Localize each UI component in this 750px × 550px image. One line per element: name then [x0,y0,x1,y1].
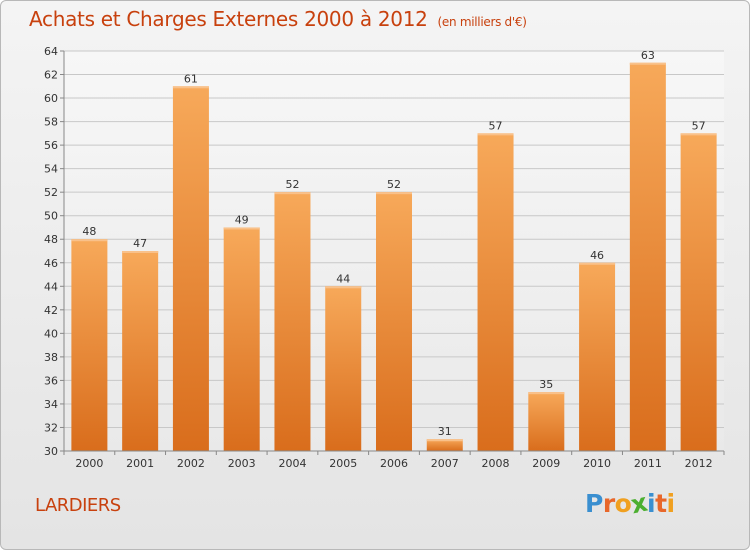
bar [172,86,209,451]
y-tick-label: 36 [44,374,58,387]
data-label: 31 [438,425,452,438]
x-tick-label: 2006 [380,457,408,470]
logo-letter: r [602,489,615,518]
data-label: 49 [235,213,249,226]
bar-highlight [325,286,362,289]
x-tick-label: 2012 [685,457,713,470]
bar [579,262,616,451]
chart-subtitle: (en milliers d'€) [437,15,527,29]
x-tick-label: 2009 [532,457,560,470]
y-tick-label: 50 [44,210,58,223]
y-tick-label: 56 [44,139,58,152]
y-tick-label: 42 [44,304,58,317]
logo-letter: i [666,489,676,518]
x-tick-label: 2002 [177,457,205,470]
bar [325,286,362,451]
y-tick-label: 60 [44,92,58,105]
commune-name: LARDIERS [35,495,121,516]
y-tick-label: 64 [44,45,58,58]
y-tick-label: 62 [44,69,58,82]
bar-highlight [426,439,463,442]
bar [122,251,159,451]
bar [477,133,514,451]
bar-highlight [579,262,616,265]
y-tick-label: 32 [44,421,58,434]
bar [274,192,311,452]
data-label: 44 [336,272,350,285]
y-tick-label: 44 [44,280,58,293]
data-label: 52 [387,178,401,191]
x-tick-label: 2004 [278,457,306,470]
bar [223,227,260,451]
x-tick-label: 2005 [329,457,357,470]
logo-letter: o [614,489,632,518]
bar-highlight [680,133,717,136]
bar-highlight [274,192,311,195]
x-tick-label: 2003 [228,457,256,470]
proxiti-logo: Proxiti [585,488,676,520]
data-label: 48 [82,225,96,238]
bar [426,439,463,451]
y-tick-label: 58 [44,116,58,129]
x-tick-label: 2007 [431,457,459,470]
y-tick-label: 48 [44,233,58,246]
bars [71,62,717,452]
bar-highlight [122,251,159,253]
logo-letter: i [647,489,656,518]
x-tick-label: 2010 [583,457,611,470]
x-tick-label: 2000 [75,457,103,470]
data-label: 52 [285,178,299,191]
bar-highlight [172,86,209,89]
data-labels: 48 47 61 49 52 44 52 31 57 35 46 63 57 [82,49,705,438]
data-label: 46 [590,249,604,262]
data-label: 35 [539,378,553,391]
bar-highlight [528,392,565,395]
bar [376,192,412,452]
y-tick-label: 52 [44,186,58,199]
bar [71,239,108,451]
chart-title: Achats et Charges Externes 2000 à 2012 (e… [29,7,527,31]
y-tick-label: 30 [44,445,58,458]
data-label: 57 [692,119,706,132]
bar [528,392,565,451]
y-tick-label: 54 [44,163,58,176]
y-tick-label: 34 [44,398,58,411]
bar-highlight [376,192,412,195]
data-label: 61 [184,72,198,85]
bar-highlight [71,239,108,242]
bar [680,133,717,451]
x-tick-label: 2001 [126,457,154,470]
chart-title-main: Achats et Charges Externes 2000 à 2012 [29,7,428,31]
y-tick-label: 40 [44,327,58,340]
y-tick-label: 46 [44,257,58,270]
bar-highlight [629,62,666,65]
data-label: 47 [133,237,147,250]
logo-letter: P [585,489,603,518]
logo-letter: t [655,489,667,518]
bar-highlight [223,227,260,230]
data-label: 57 [489,119,503,132]
x-tick-label: 2008 [482,457,510,470]
bar [629,62,666,451]
y-axis: 30 32 34 36 38 40 42 44 46 48 50 52 54 56 58 60 62 64 [44,45,65,458]
x-tick-label: 2011 [634,457,662,470]
bar-highlight [477,133,514,136]
x-axis: 2000 2001 2002 2003 2004 2005 2006 2007 2008 2009… [63,450,725,470]
data-label: 63 [641,49,655,62]
y-tick-label: 38 [44,351,58,364]
